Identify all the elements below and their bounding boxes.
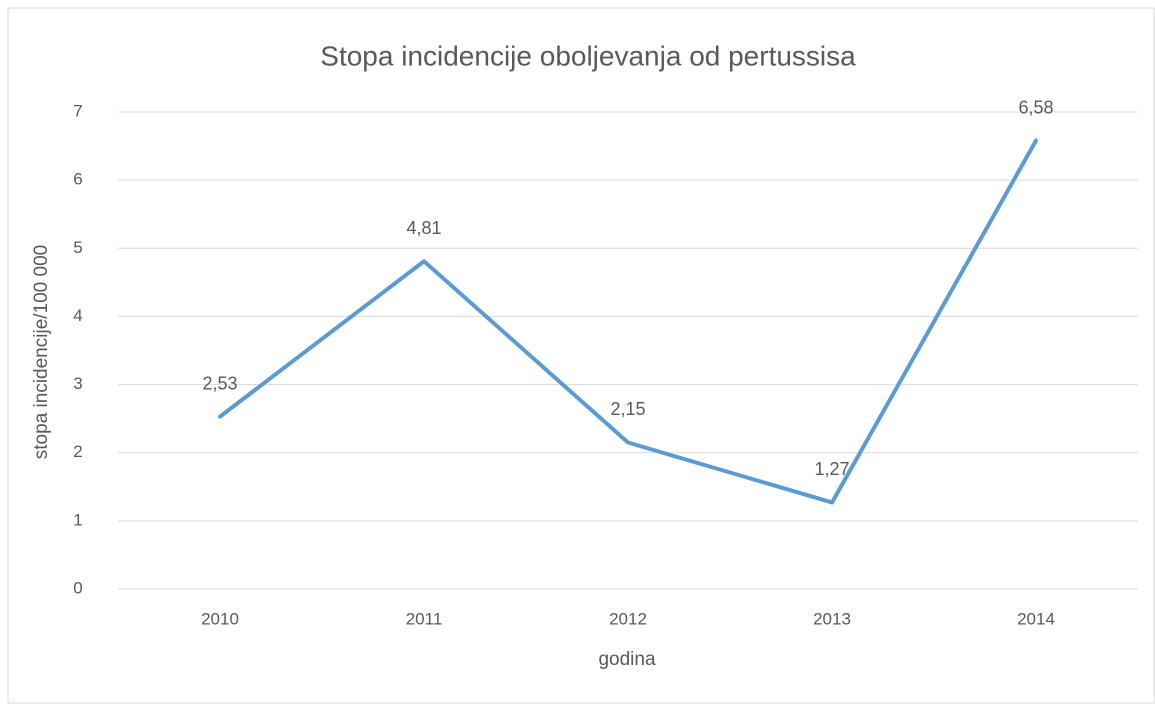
data-label: 2,53 <box>202 373 237 393</box>
data-label: 4,81 <box>406 218 441 238</box>
y-tick-label: 0 <box>73 578 82 597</box>
y-tick-label: 4 <box>73 306 82 325</box>
x-axis-label: godina <box>598 649 655 670</box>
x-tick-label: 2011 <box>406 609 443 628</box>
y-tick-label: 3 <box>73 374 82 393</box>
line-series <box>218 138 1038 505</box>
y-axis-label: stopa incidencije/100 000 <box>31 245 52 459</box>
x-tick-label: 2010 <box>201 609 239 628</box>
y-tick-label: 2 <box>73 442 82 461</box>
data-label: 6,58 <box>1018 97 1053 117</box>
y-tick-label: 7 <box>73 101 82 120</box>
data-label: 2,15 <box>610 399 645 419</box>
x-tick-label: 2014 <box>1017 609 1055 628</box>
y-tick-label: 6 <box>73 170 82 189</box>
x-tick-label: 2013 <box>813 609 851 628</box>
data-label: 1,27 <box>814 459 849 479</box>
y-tick-label: 1 <box>73 510 82 529</box>
chart-title: Stopa incidencije oboljevanja od pertuss… <box>320 40 856 71</box>
x-tick-label: 2012 <box>609 609 647 628</box>
y-tick-label: 5 <box>73 238 82 257</box>
chart-border <box>7 7 1155 704</box>
